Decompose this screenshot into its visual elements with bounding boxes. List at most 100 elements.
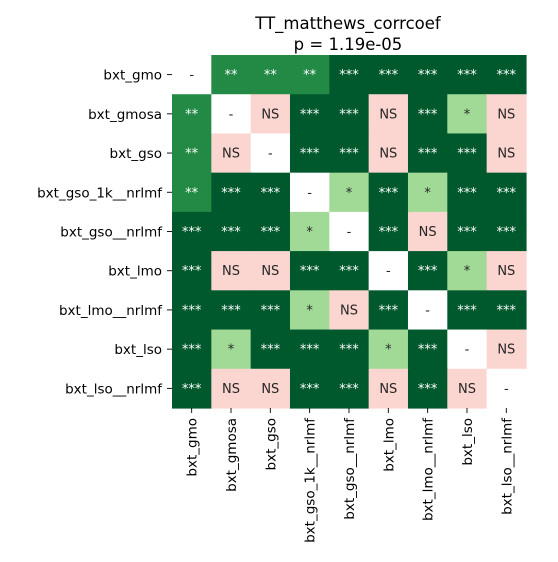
heatmap-cell bbox=[289, 94, 330, 135]
heatmap-cell bbox=[172, 133, 212, 174]
heatmap-cell bbox=[407, 211, 448, 252]
heatmap-cell bbox=[172, 290, 212, 331]
heatmap-cell bbox=[250, 368, 291, 409]
cell-label: ** bbox=[224, 68, 238, 83]
heatmap-cell bbox=[486, 172, 527, 213]
row-label: bxt_lmo bbox=[108, 264, 162, 280]
row-label: bxt_lso__nrlmf bbox=[65, 381, 163, 397]
heatmap-cell bbox=[329, 55, 370, 95]
heatmap-cell bbox=[172, 329, 212, 370]
cell-label: - bbox=[425, 303, 430, 318]
heatmap-cell bbox=[368, 329, 409, 370]
cell-label: *** bbox=[221, 225, 241, 240]
heatmap-cell bbox=[250, 251, 291, 291]
cell-label: *** bbox=[300, 264, 320, 279]
cell-label: * bbox=[228, 343, 235, 358]
heatmap-cell bbox=[172, 368, 212, 409]
cell-label: *** bbox=[379, 303, 399, 318]
cell-label: *** bbox=[379, 68, 399, 83]
cell-label: *** bbox=[221, 186, 241, 201]
heatmap-cell bbox=[447, 368, 488, 409]
heatmap-cell bbox=[211, 329, 252, 370]
heatmap-cell bbox=[211, 368, 252, 409]
cell-label: *** bbox=[339, 264, 359, 279]
cell-label: *** bbox=[457, 147, 477, 162]
heatmap-cell bbox=[447, 172, 488, 213]
heatmap-cell bbox=[289, 172, 330, 213]
heatmap-cell bbox=[250, 55, 291, 95]
heatmap-cell bbox=[250, 172, 291, 213]
cell-label: NS bbox=[222, 264, 240, 279]
heatmap-cell bbox=[289, 133, 330, 174]
heatmap-cell bbox=[289, 211, 330, 252]
chart-subtitle: p = 1.19e-05 bbox=[294, 35, 403, 54]
chart-title: TT_matthews_corrcoef bbox=[254, 14, 442, 34]
heatmap-cell bbox=[289, 329, 330, 370]
cell-label: *** bbox=[497, 186, 517, 201]
cell-label: - bbox=[307, 186, 312, 201]
cell-label: NS bbox=[261, 382, 279, 397]
column-label: bxt_gmosa bbox=[224, 418, 240, 492]
cell-label: *** bbox=[339, 147, 359, 162]
cell-label: *** bbox=[182, 382, 202, 397]
row-label: bxt_gso_1k__nrlmf bbox=[37, 185, 163, 201]
cell-label: *** bbox=[497, 68, 517, 83]
heatmap-cell bbox=[486, 290, 527, 331]
cell-label: *** bbox=[457, 186, 477, 201]
heatmap-cell bbox=[329, 94, 370, 135]
cell-label: *** bbox=[418, 264, 438, 279]
cell-label: NS bbox=[222, 147, 240, 162]
cell-label: ** bbox=[303, 68, 317, 83]
cell-label: *** bbox=[418, 107, 438, 122]
row-label: bxt_gmo bbox=[103, 68, 162, 84]
heatmap-cell bbox=[368, 94, 409, 135]
cell-label: *** bbox=[261, 303, 281, 318]
heatmap-cell bbox=[447, 290, 488, 331]
heatmap-cell bbox=[407, 172, 448, 213]
heatmap-cell bbox=[250, 133, 291, 174]
heatmap-cell bbox=[368, 55, 409, 95]
cell-label: *** bbox=[300, 343, 320, 358]
cell-label: *** bbox=[300, 107, 320, 122]
cell-label: * bbox=[464, 107, 471, 122]
heatmap-cell bbox=[211, 133, 252, 174]
column-labels: bxt_gmo bxt_gmosa bxt_gso bxt_gso_1k__nrlmf… bbox=[185, 407, 515, 543]
cell-label: NS bbox=[497, 264, 515, 279]
cell-label: *** bbox=[497, 225, 517, 240]
cell-label: *** bbox=[261, 225, 281, 240]
heatmap-cell bbox=[211, 251, 252, 291]
heatmap-cell bbox=[289, 368, 330, 409]
heatmap-cell bbox=[486, 133, 527, 174]
cell-label: * bbox=[306, 225, 313, 240]
column-label: bxt_gso bbox=[263, 418, 279, 470]
heatmap-cell bbox=[447, 55, 488, 95]
cell-label: ** bbox=[185, 107, 199, 122]
heatmap-cell bbox=[407, 290, 448, 331]
column-label: bxt_gso_1k__nrlmf bbox=[303, 417, 319, 543]
cell-label: *** bbox=[182, 303, 202, 318]
heatmap-cell bbox=[368, 251, 409, 291]
heatmap-cell bbox=[368, 368, 409, 409]
cell-label: ** bbox=[264, 68, 278, 83]
heatmap-cell bbox=[172, 55, 212, 95]
heatmap-cell bbox=[211, 94, 252, 135]
cell-label: * bbox=[306, 303, 313, 318]
cell-label: *** bbox=[182, 343, 202, 358]
row-labels: bxt_gmo bxt_gmosa bxt_gso bxt_gso_1k__nrlmf… bbox=[37, 68, 172, 397]
cell-label: *** bbox=[379, 225, 399, 240]
cell-label: *** bbox=[339, 382, 359, 397]
cell-label: *** bbox=[182, 264, 202, 279]
heatmap-cell bbox=[407, 94, 448, 135]
cell-label: - bbox=[465, 343, 470, 358]
heatmap-cell bbox=[329, 251, 370, 291]
cell-label: - bbox=[347, 225, 352, 240]
heatmap-cell bbox=[407, 133, 448, 174]
cell-label: NS bbox=[497, 147, 515, 162]
cell-label: NS bbox=[379, 147, 397, 162]
heatmap-cell bbox=[329, 329, 370, 370]
row-label: bxt_gso bbox=[110, 146, 162, 162]
row-label: bxt_gso__nrlmf bbox=[60, 224, 163, 240]
heatmap-cell bbox=[172, 211, 212, 252]
cell-label: * bbox=[464, 264, 471, 279]
cell-label: *** bbox=[182, 225, 202, 240]
